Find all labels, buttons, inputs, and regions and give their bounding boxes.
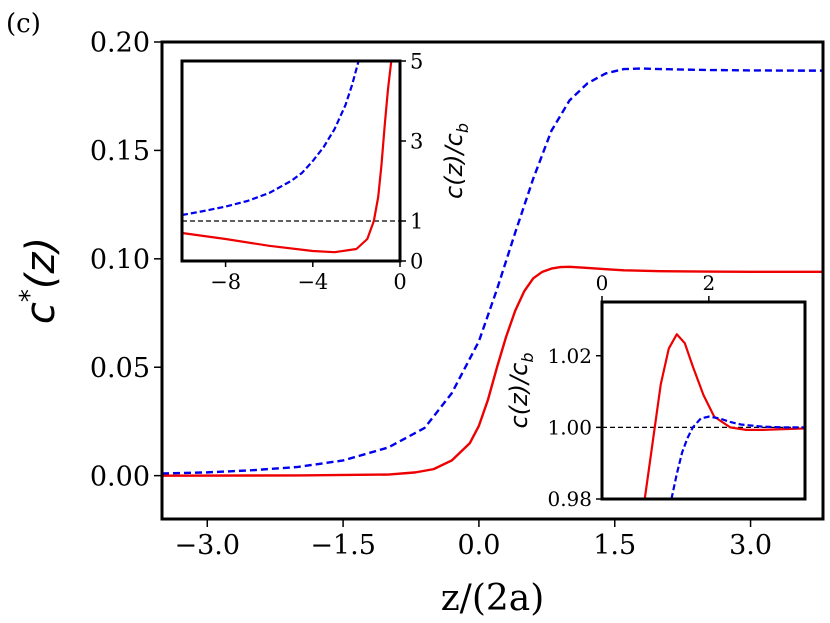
main-y-tick-label: 0.20 — [90, 28, 150, 59]
inset-left-x-tick-label: −4 — [297, 270, 328, 294]
main-x-tick-label: 3.0 — [729, 530, 772, 561]
inset-right-series-blue-dashed — [670, 415, 805, 499]
panel-label: (c) — [6, 9, 41, 39]
inset-right-plot-frame — [600, 300, 807, 501]
inset-left-x-tick-label: −8 — [210, 270, 241, 294]
inset-left-series-group — [182, 61, 393, 254]
inset-left-chart: −8 −4 00 1 3 5 c(z)/cb — [180, 50, 472, 294]
inset-left-y-label-main: c(z)/c — [440, 133, 468, 199]
main-x-axis-label: z/(2a) — [441, 578, 545, 619]
inset-left-y-tick-label: 3 — [410, 130, 423, 154]
main-series-red-solid — [162, 265, 823, 477]
inset-right-y-tick-label: 1.02 — [547, 344, 592, 368]
main-y-label-base: c — [18, 302, 64, 324]
inset-right-chart: 0 2 0.98 1.00 1.02 c(z)/cb — [505, 271, 807, 511]
inset-left-y-tick-label: 5 — [410, 50, 423, 74]
main-y-label-tail: (z) — [18, 237, 64, 289]
main-y-tick-label: 0.05 — [90, 353, 150, 384]
inset-right-x-tick-label: 2 — [702, 271, 715, 295]
main-x-tick-label: −1.5 — [310, 530, 376, 561]
main-y-axis-label: c*(z) — [15, 237, 64, 324]
inset-left-x-tick-label: 0 — [393, 270, 406, 294]
inset-left-plot-frame — [180, 59, 402, 263]
main-series-blue-dashed — [162, 67, 823, 475]
inset-left-y-axis-label: c(z)/cb — [440, 123, 472, 199]
main-series-group — [162, 67, 823, 477]
main-y-tick-label: 0.10 — [90, 245, 150, 276]
inset-right-series-group — [643, 333, 805, 499]
inset-left-series-red-solid — [182, 61, 393, 254]
inset-right-x-tick-label: 0 — [596, 271, 609, 295]
main-plot-frame — [160, 40, 825, 521]
inset-left-series-blue-dashed — [182, 61, 360, 217]
inset-right-plot-background — [602, 302, 805, 499]
inset-left-y-tick-label: 0 — [410, 250, 423, 274]
inset-right-y-label-main: c(z)/c — [505, 363, 533, 429]
inset-right-y-tick-label: 0.98 — [547, 487, 592, 511]
main-x-tick-label: 0.0 — [457, 530, 500, 561]
main-y-tick-label: 0.00 — [90, 461, 150, 492]
main-y-label-superscript: * — [15, 289, 45, 302]
inset-right-series-red-solid — [643, 333, 805, 499]
main-x-tick-label: 1.5 — [593, 530, 636, 561]
inset-right-y-axis-label: c(z)/cb — [505, 353, 537, 429]
inset-right-y-tick-label: 1.00 — [547, 416, 592, 440]
main-y-tick-label: 0.15 — [90, 136, 150, 167]
inset-right-y-label-sub: b — [518, 353, 537, 363]
inset-left-y-tick-label: 1 — [410, 210, 423, 234]
inset-left-plot-background — [182, 61, 400, 261]
main-x-tick-label: −3.0 — [174, 530, 240, 561]
inset-left-y-label-sub: b — [453, 123, 472, 133]
